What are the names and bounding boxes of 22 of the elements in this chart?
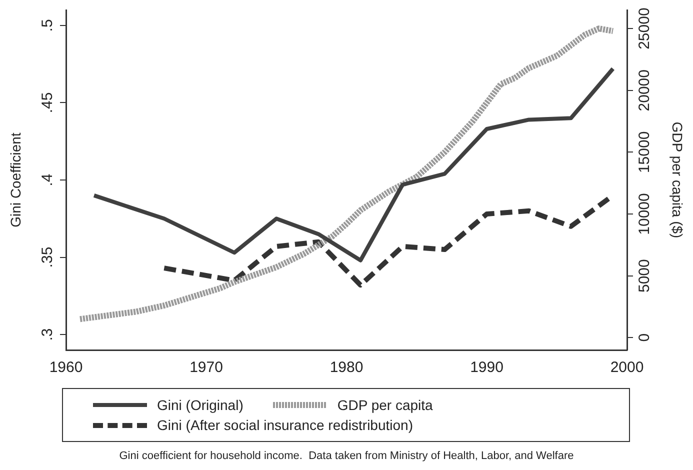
x-tick-label: 1970 (190, 359, 223, 376)
legend-label: GDP per capita (337, 397, 433, 413)
y-tick-label: .4 (39, 174, 56, 186)
legend-label: Gini (After social insurance redistribution) (157, 417, 413, 433)
x-tick-label: 1960 (49, 359, 83, 376)
y-tick-label: .3 (39, 328, 56, 341)
x-tick-label: 1980 (330, 359, 364, 376)
y2-tick-label: 10000 (636, 193, 654, 235)
text: Gini coefficient for household income. Data taken from Ministry of Health, Labor, and Welfare (118, 450, 575, 462)
y-tick-label: .5 (39, 19, 56, 32)
y2-tick-label: 5000 (636, 259, 654, 293)
y-tick-label: .45 (39, 92, 56, 114)
y2-tick-label: 15000 (636, 131, 654, 174)
x-tick-label: 1990 (470, 359, 504, 376)
y-axis-title: Gini Coefficient (7, 132, 24, 228)
legend-label: Gini (Original) (157, 397, 244, 413)
y-tick-label: .35 (39, 246, 56, 268)
y2-tick-label: 0 (636, 333, 654, 342)
y2-axis-title: GDP per capita ($) (670, 122, 686, 238)
y2-tick-label: 25000 (636, 8, 654, 50)
x-tick-label: 2000 (610, 359, 644, 376)
y2-tick-label: 20000 (636, 70, 654, 112)
